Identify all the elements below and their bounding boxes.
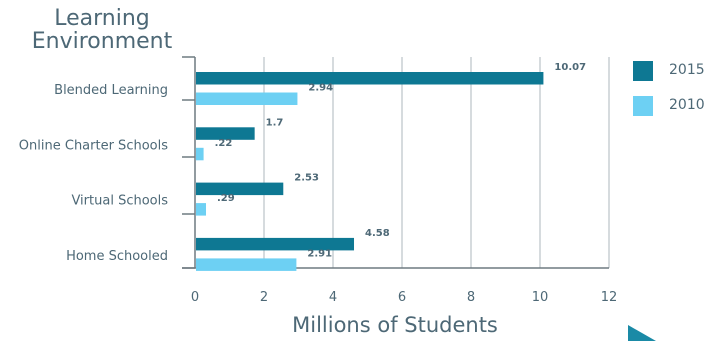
legend-swatch-2015 bbox=[633, 61, 653, 81]
category-label: Blended Learning bbox=[54, 83, 168, 98]
x-tick-label: 6 bbox=[398, 290, 406, 305]
data-label-2010: .22 bbox=[215, 138, 233, 149]
corner-triangle-decoration bbox=[628, 325, 656, 341]
bar-2015 bbox=[196, 182, 284, 196]
x-axis-title: Millions of Students bbox=[292, 313, 498, 337]
data-label-2015: 4.58 bbox=[365, 228, 390, 239]
x-tick-label: 4 bbox=[329, 290, 337, 305]
x-tick-label: 2 bbox=[260, 290, 268, 305]
x-tick-label: 8 bbox=[467, 290, 475, 305]
category-label: Online Charter Schools bbox=[19, 138, 168, 153]
bar-2010 bbox=[196, 147, 204, 161]
legend-label-2010: 2010 bbox=[669, 97, 705, 113]
data-label-2010: 2.91 bbox=[307, 248, 332, 259]
data-label-2015: 1.7 bbox=[266, 117, 284, 128]
legend-swatch-2010 bbox=[633, 96, 653, 116]
data-label-2015: 2.53 bbox=[294, 173, 319, 184]
x-tick-label: 12 bbox=[601, 290, 618, 305]
category-label: Virtual Schools bbox=[71, 194, 168, 209]
bar-2015 bbox=[196, 237, 355, 251]
x-tick-label: 10 bbox=[532, 290, 549, 305]
data-label-2015: 10.07 bbox=[554, 62, 586, 73]
bar-2010 bbox=[196, 203, 207, 216]
x-tick-label: 0 bbox=[191, 290, 199, 305]
chart-heading: Learning Environment bbox=[31, 6, 173, 54]
bar-2010 bbox=[196, 258, 297, 271]
legend-label-2015: 2015 bbox=[669, 62, 705, 78]
data-label-2010: .29 bbox=[217, 193, 235, 204]
bar-2010 bbox=[196, 92, 298, 105]
category-label: Home Schooled bbox=[66, 249, 168, 264]
data-label-2010: 2.94 bbox=[308, 83, 333, 94]
bar-2015 bbox=[196, 127, 255, 140]
bar-2015 bbox=[196, 72, 544, 85]
